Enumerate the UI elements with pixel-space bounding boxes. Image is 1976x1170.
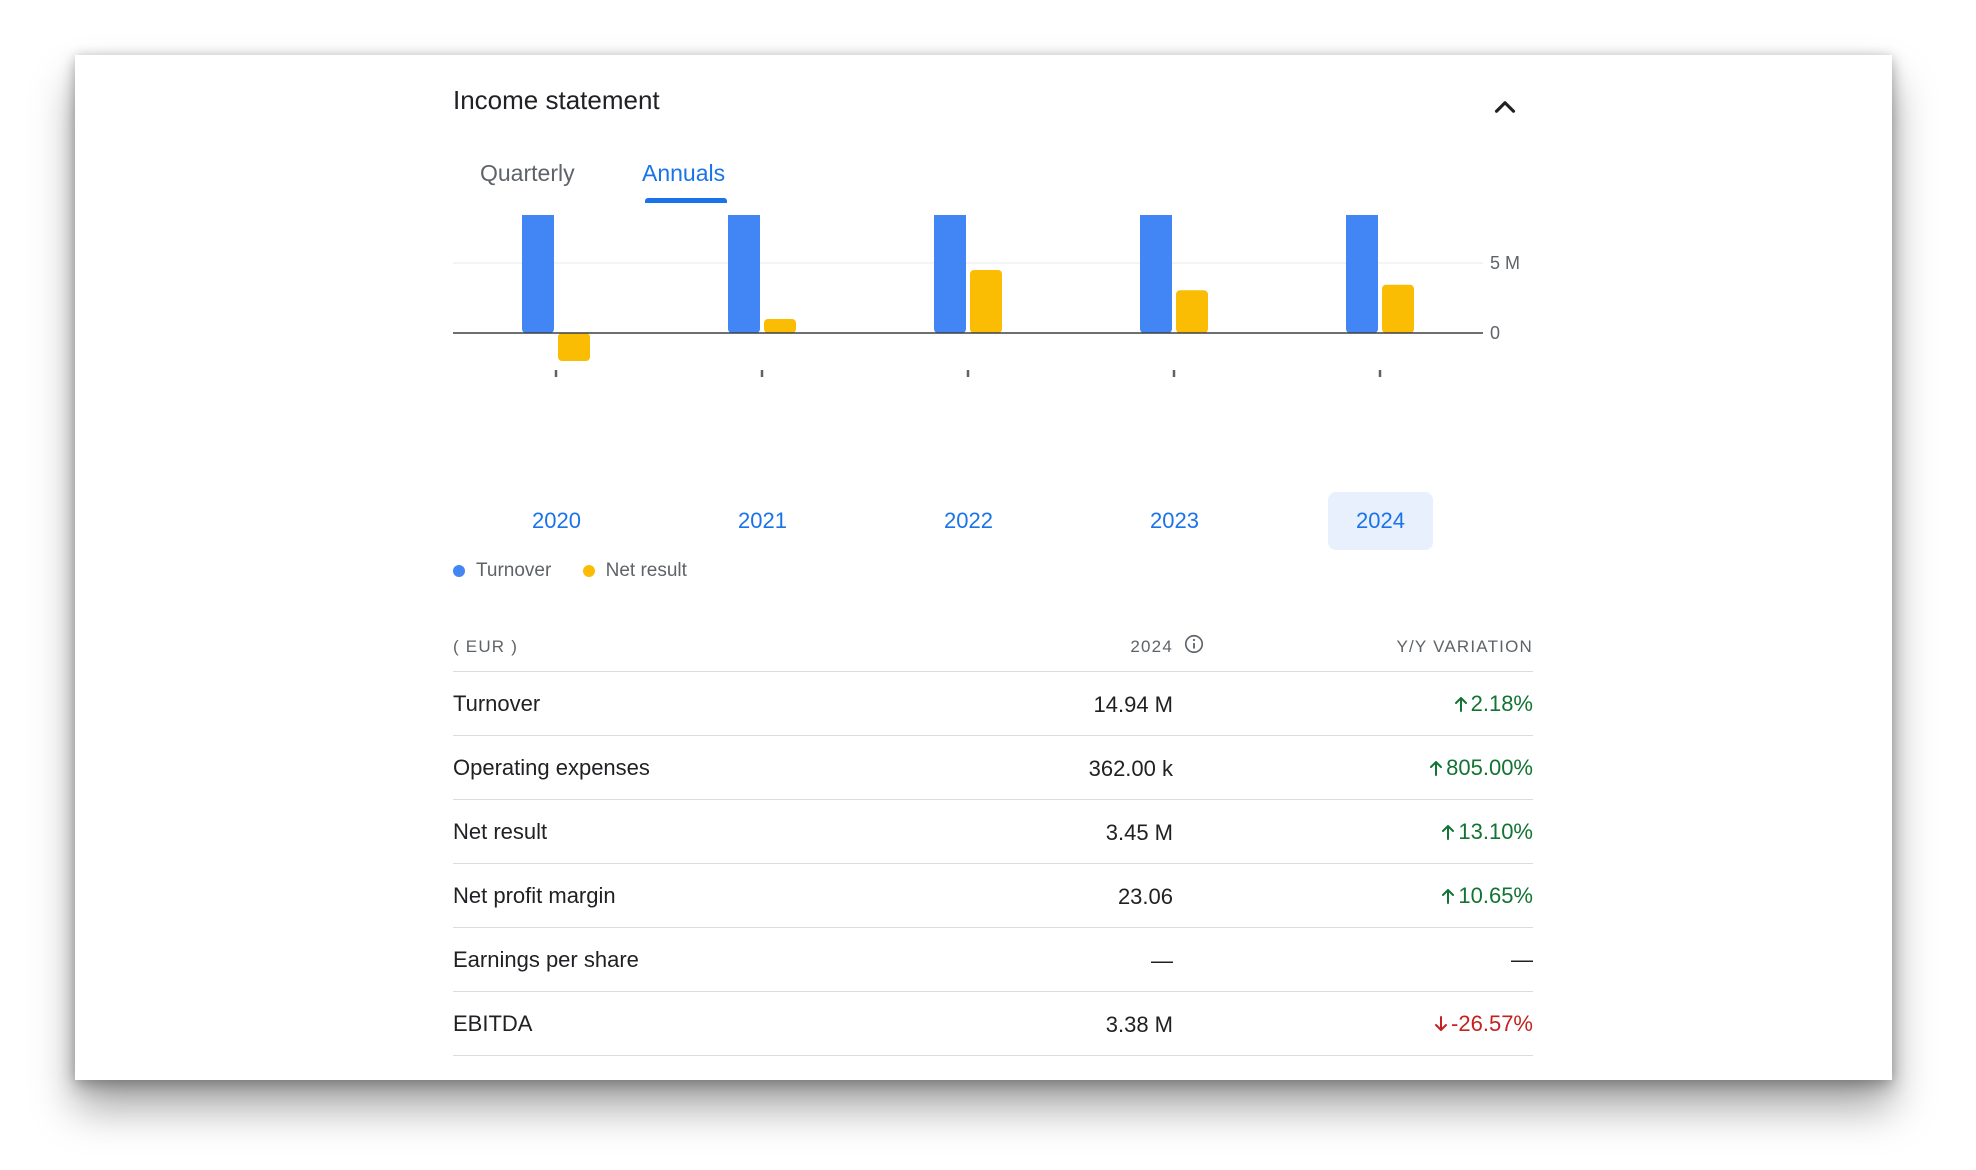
- income-table: ( EUR ) 2024 Y/Y VARIATION Turnover 14.94…: [453, 615, 1533, 1056]
- row-variation: 13.10%: [1441, 819, 1533, 845]
- year-button-2020[interactable]: 2020: [532, 508, 581, 533]
- year-button-2023[interactable]: 2023: [1150, 508, 1199, 533]
- variation-text: —: [1511, 947, 1533, 972]
- turnover-bar[interactable]: [1140, 215, 1172, 333]
- table-row: Operating expenses 362.00 k 805.00%: [453, 736, 1533, 800]
- turnover-dot-icon: [453, 565, 465, 577]
- row-variation: 805.00%: [1429, 755, 1533, 781]
- table-row: Net profit margin 23.06 10.65%: [453, 864, 1533, 928]
- row-variation: —: [1511, 947, 1533, 973]
- tab-quarterly[interactable]: Quarterly: [480, 160, 575, 186]
- table-row: Turnover 14.94 M 2.18%: [453, 672, 1533, 736]
- row-label: Net result: [453, 819, 548, 844]
- table-body: Turnover 14.94 M 2.18% Operating expenses 36…: [453, 672, 1533, 1056]
- tab-annuals[interactable]: Annuals: [642, 160, 726, 186]
- y-tick-label: 5 M: [1490, 253, 1520, 273]
- variation-text: -26.57%: [1451, 1011, 1533, 1036]
- arrow-up-icon: [1430, 761, 1443, 776]
- net-result-bar[interactable]: [1382, 284, 1414, 333]
- table-row: EBITDA 3.38 M -26.57%: [453, 992, 1533, 1056]
- year-button-2022[interactable]: 2022: [944, 508, 993, 533]
- row-value: 3.38 M: [1105, 1012, 1173, 1037]
- y-tick-label: 0: [1490, 323, 1500, 343]
- table-header: ( EUR ) 2024 Y/Y VARIATION: [453, 615, 1533, 672]
- legend-net-result-label: Net result: [605, 560, 687, 581]
- variation-text: 805.00%: [1446, 755, 1533, 780]
- net-result-bar[interactable]: [764, 319, 796, 333]
- currency-header: ( EUR ): [453, 637, 519, 656]
- section-title: Income statement: [453, 85, 660, 115]
- row-value: —: [1151, 948, 1173, 973]
- row-label: EBITDA: [453, 1011, 533, 1036]
- info-icon[interactable]: [1183, 633, 1205, 655]
- turnover-bar[interactable]: [522, 215, 554, 333]
- net-result-bar[interactable]: [558, 333, 590, 361]
- year-button-2024[interactable]: 2024: [1328, 492, 1433, 550]
- year-header: 2024: [1130, 637, 1173, 656]
- variation-text: 13.10%: [1458, 819, 1533, 844]
- income-statement-content: Income statement Quarterly Annuals 10 M5…: [453, 55, 1533, 1080]
- period-tabs: Quarterly Annuals: [453, 160, 853, 220]
- row-value: 23.06: [1117, 884, 1173, 909]
- row-label: Net profit margin: [453, 883, 616, 908]
- arrow-up-icon: [1442, 889, 1455, 904]
- row-label: Earnings per share: [453, 947, 639, 972]
- turnover-bar[interactable]: [728, 215, 760, 333]
- table-row: Earnings per share — —: [453, 928, 1533, 992]
- arrow-up-icon: [1454, 697, 1467, 712]
- row-label: Operating expenses: [453, 755, 650, 780]
- legend-turnover-label: Turnover: [476, 560, 552, 581]
- turnover-bar[interactable]: [1346, 215, 1378, 333]
- year-button-2021[interactable]: 2021: [738, 508, 787, 533]
- active-tab-indicator: [645, 198, 727, 203]
- row-variation: 10.65%: [1441, 883, 1533, 909]
- row-value: 3.45 M: [1105, 820, 1173, 845]
- legend-turnover: Turnover: [453, 560, 551, 582]
- arrow-up-icon: [1442, 825, 1455, 840]
- chart-legend: Turnover Net result: [453, 560, 713, 583]
- chevron-up-icon[interactable]: [1488, 90, 1522, 124]
- row-value: 362.00 k: [1088, 756, 1173, 781]
- income-statement-card: Income statement Quarterly Annuals 10 M5…: [75, 55, 1892, 1080]
- net-result-dot-icon: [582, 565, 595, 577]
- net-result-bar[interactable]: [970, 270, 1002, 333]
- turnover-bar[interactable]: [934, 215, 966, 333]
- row-variation: -26.57%: [1434, 1011, 1533, 1037]
- table-row: Net result 3.45 M 13.10%: [453, 800, 1533, 864]
- arrow-down-icon: [1435, 1016, 1448, 1031]
- variation-text: 2.18%: [1470, 691, 1533, 716]
- net-result-bar[interactable]: [1176, 290, 1208, 333]
- variation-text: 10.65%: [1458, 883, 1533, 908]
- income-bar-chart: 10 M5 M0: [453, 215, 1520, 377]
- row-label: Turnover: [453, 691, 541, 716]
- legend-net-result: Net result: [582, 560, 687, 582]
- row-variation: 2.18%: [1454, 691, 1533, 717]
- row-value: 14.94 M: [1093, 692, 1174, 717]
- variation-header: Y/Y VARIATION: [1396, 637, 1533, 656]
